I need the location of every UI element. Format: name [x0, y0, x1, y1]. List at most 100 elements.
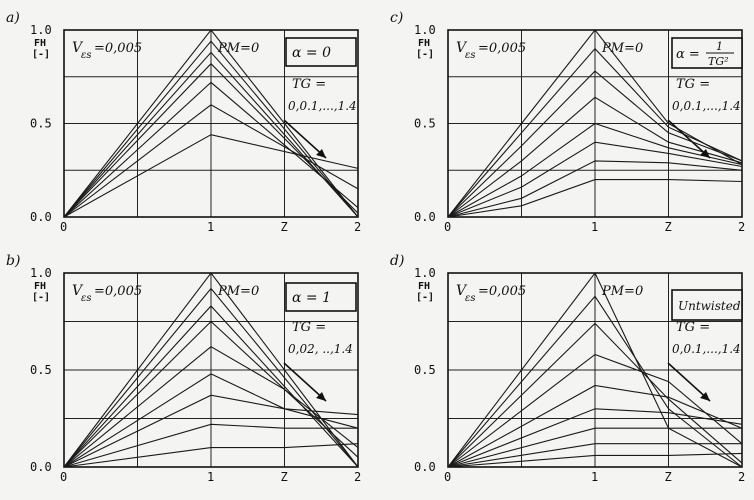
series-line	[63, 29, 359, 218]
series-line	[447, 29, 743, 218]
alpha-label: α = 1	[292, 290, 331, 306]
x-tick-label: Z	[281, 220, 288, 234]
y-tick-label: 0.0	[414, 460, 436, 474]
pm-label: PM=0	[601, 41, 643, 56]
alpha-label: Untwisted	[678, 299, 741, 313]
series-line	[63, 62, 359, 218]
series-line	[447, 122, 743, 218]
series-line	[447, 427, 742, 468]
series-line	[447, 271, 743, 468]
x-tick-label: 2	[738, 470, 745, 484]
series-line	[447, 443, 742, 468]
chart-panel: 0 1 Z 2 0.0 0.5 1.0 a) FH[-] Vεs =0,005 PM=0 α = 0 TG…	[6, 10, 361, 234]
series-line	[63, 104, 359, 218]
v-value: =0,005	[94, 284, 142, 299]
series-line	[63, 394, 359, 468]
fh-label: FH	[418, 38, 430, 49]
v-label: V	[72, 40, 84, 56]
x-tick-label: 1	[591, 470, 598, 484]
x-tick-label: 2	[354, 220, 361, 234]
x-tick-label: 1	[207, 220, 214, 234]
panel-label: c)	[390, 10, 403, 26]
alpha-label: α = 0	[292, 45, 331, 61]
y-tick-label: 0.5	[30, 117, 52, 131]
y-tick-label: 1.0	[414, 23, 436, 37]
tg-arrow	[283, 119, 327, 159]
tg-arrow	[667, 362, 711, 402]
series-line	[447, 96, 743, 218]
x-tick-label: 1	[591, 220, 598, 234]
tg-label: TG =	[676, 77, 710, 92]
tg-label: TG =	[292, 77, 326, 92]
alpha-box	[285, 37, 357, 67]
x-tick-label: 0	[444, 470, 451, 484]
fh-label: FH	[34, 281, 46, 292]
alpha-label: α =	[676, 47, 700, 62]
tg-range: 0,0.1,...,1.4	[672, 342, 741, 356]
series-line	[447, 160, 743, 218]
tg-range: 0,0.1,...,1.4	[672, 99, 741, 113]
y-tick-label: 0.0	[414, 210, 436, 224]
v-subscript: εs	[465, 293, 476, 304]
series-line	[63, 51, 359, 218]
tg-arrow	[667, 119, 711, 159]
v-subscript: εs	[81, 293, 92, 304]
y-tick-label: 0.5	[414, 363, 436, 377]
tg-label: TG =	[676, 320, 710, 335]
v-label: V	[72, 283, 84, 299]
y-tick-label: 1.0	[414, 266, 436, 280]
series-line	[63, 320, 359, 468]
v-value: =0,005	[94, 41, 142, 56]
y-tick-label: 1.0	[30, 23, 52, 37]
panel-label: a)	[6, 10, 20, 26]
panel-label: b)	[6, 253, 20, 269]
x-tick-label: 0	[444, 220, 451, 234]
v-subscript: εs	[465, 50, 476, 61]
fh-unit: [-]	[32, 49, 50, 60]
series-line	[63, 423, 358, 468]
alpha-numerator: 1	[716, 40, 723, 53]
series-line	[447, 47, 743, 218]
series-line	[447, 322, 743, 468]
arrow-head	[700, 392, 710, 401]
series-line	[63, 443, 359, 468]
series-line	[63, 272, 359, 468]
v-label: V	[456, 283, 468, 299]
chart-panel: 0 1 Z 2 0.0 0.5 1.0 c) FH[-] Vεs =0,005 PM=0 α = 1 TG²…	[390, 10, 745, 234]
chart-panel: 0 1 Z 2 0.0 0.5 1.0 b) FH[-] Vεs =0,005 PM=0 α = 1 TG…	[6, 253, 361, 484]
alpha-box	[285, 282, 357, 312]
series-line	[447, 179, 743, 218]
tg-range: 0,02, ..,1.4	[288, 342, 353, 356]
y-tick-label: 1.0	[30, 266, 52, 280]
panel-label: d)	[390, 253, 404, 269]
tg-range: 0,0.1,...,1.4	[288, 99, 357, 113]
series-line	[447, 452, 743, 468]
y-tick-label: 0.5	[414, 117, 436, 131]
fh-label: FH	[34, 38, 46, 49]
series-line	[447, 384, 743, 468]
fh-unit: [-]	[416, 292, 434, 303]
fh-unit: [-]	[32, 292, 50, 303]
fh-unit: [-]	[416, 49, 434, 60]
x-tick-label: 2	[354, 470, 361, 484]
arrow-head	[700, 149, 710, 158]
chart-panel: 0 1 Z 2 0.0 0.5 1.0 d) FH[-] Vεs =0,005 PM=0 Untwist…	[390, 253, 745, 484]
y-tick-label: 0.0	[30, 460, 52, 474]
y-tick-label: 0.0	[30, 210, 52, 224]
x-tick-label: 0	[60, 470, 67, 484]
tg-arrow	[283, 362, 327, 402]
x-tick-label: 0	[60, 220, 67, 234]
series-line	[63, 373, 359, 468]
series-line	[63, 134, 359, 218]
series-line	[447, 408, 743, 468]
x-tick-label: Z	[665, 220, 672, 234]
y-tick-label: 0.5	[30, 363, 52, 377]
series-line	[447, 141, 743, 218]
v-value: =0,005	[478, 284, 526, 299]
pm-label: PM=0	[217, 41, 259, 56]
fh-label: FH	[418, 281, 430, 292]
arrow-head	[316, 149, 326, 158]
v-subscript: εs	[81, 50, 92, 61]
series-line	[63, 287, 359, 468]
